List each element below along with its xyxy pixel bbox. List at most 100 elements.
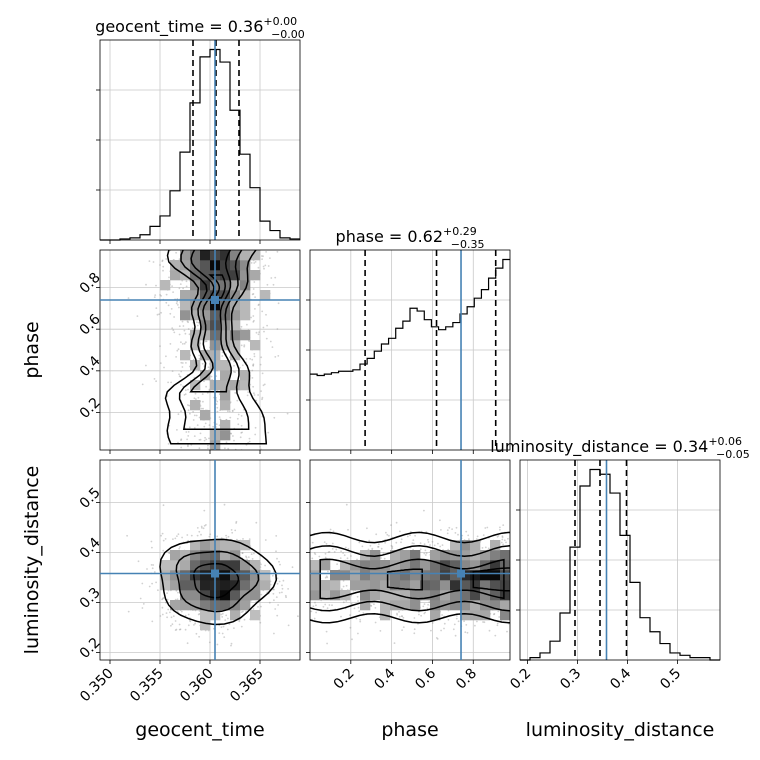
- sample-point: [284, 594, 287, 597]
- sample-point: [202, 527, 205, 530]
- sample-point: [419, 548, 422, 551]
- sample-point: [180, 439, 182, 442]
- sample-point: [498, 616, 501, 618]
- density-cell: [190, 550, 201, 561]
- sample-point: [429, 544, 431, 546]
- sample-point: [361, 545, 364, 548]
- density-cell: [450, 600, 461, 611]
- sample-point: [287, 588, 289, 590]
- sample-point: [126, 534, 128, 537]
- sample-point: [179, 628, 182, 631]
- sample-point: [180, 446, 183, 449]
- density-cell: [460, 570, 471, 581]
- sample-point: [165, 293, 168, 296]
- density-cell: [330, 580, 341, 591]
- sample-point: [179, 283, 182, 285]
- density-cell: [310, 590, 321, 601]
- sample-point: [369, 544, 372, 547]
- sample-point: [228, 410, 231, 413]
- density-cell: [170, 570, 181, 581]
- sample-point: [198, 635, 201, 638]
- sample-point: [382, 552, 385, 555]
- sample-point: [200, 525, 203, 528]
- density-cell: [220, 300, 231, 311]
- sample-point: [413, 542, 415, 545]
- sample-point: [454, 634, 457, 637]
- sample-point: [482, 621, 484, 623]
- sample-point: [377, 546, 379, 548]
- sample-point: [167, 551, 170, 554]
- density-cell: [190, 600, 201, 611]
- sample-point: [380, 557, 382, 559]
- sample-point: [175, 251, 178, 254]
- sample-point: [341, 588, 343, 591]
- sample-point: [197, 613, 200, 616]
- sample-point: [192, 327, 194, 330]
- sample-point: [176, 429, 178, 431]
- sample-point: [331, 542, 334, 545]
- sample-point: [276, 577, 279, 580]
- sample-point: [400, 538, 403, 541]
- density-cell: [390, 590, 401, 601]
- sample-point: [187, 328, 190, 330]
- density-cell: [220, 400, 231, 411]
- sample-point: [374, 621, 377, 624]
- density-cell: [240, 300, 251, 311]
- sample-point: [168, 276, 170, 279]
- density-cell: [400, 580, 411, 591]
- sample-point: [240, 424, 243, 427]
- density-cell: [360, 560, 371, 571]
- sample-point: [412, 539, 415, 541]
- sample-point: [159, 345, 161, 347]
- sample-point: [424, 554, 427, 556]
- sample-point: [198, 610, 201, 612]
- x-tick-label: 0.360: [177, 666, 217, 706]
- density-cell: [200, 620, 211, 631]
- sample-point: [248, 340, 251, 343]
- density-cell: [220, 330, 231, 341]
- density-cell: [220, 250, 231, 261]
- sample-point: [409, 534, 411, 537]
- sample-point: [264, 564, 266, 567]
- density-cell: [480, 610, 491, 621]
- sample-point: [241, 431, 244, 434]
- sample-point: [167, 608, 170, 611]
- density-cell: [220, 390, 231, 401]
- sample-point: [340, 615, 342, 618]
- sample-point: [413, 632, 416, 635]
- sample-point: [263, 267, 265, 270]
- sample-point: [276, 250, 279, 253]
- sample-point: [255, 331, 258, 334]
- density-cell: [310, 580, 321, 591]
- sample-point: [484, 546, 487, 549]
- sample-point: [232, 435, 234, 437]
- density-cell: [230, 280, 241, 291]
- title-main: luminosity_distance = 0.34: [490, 437, 708, 457]
- sample-point: [165, 258, 168, 260]
- sample-point: [383, 557, 386, 560]
- sample-point: [153, 378, 156, 380]
- sample-point: [153, 296, 156, 298]
- sample-point: [245, 556, 248, 559]
- sample-point: [313, 552, 316, 554]
- density-cell: [400, 600, 411, 611]
- density-cell: [220, 600, 231, 611]
- sample-point: [276, 557, 278, 560]
- sample-point: [180, 383, 182, 386]
- sample-point: [184, 393, 187, 395]
- density-cell: [220, 580, 231, 591]
- density-cell: [470, 580, 481, 591]
- sample-point: [254, 308, 256, 310]
- x-tick-label: 0.2: [507, 666, 534, 693]
- density-cell: [350, 570, 361, 581]
- sample-point: [351, 638, 353, 641]
- sample-point: [186, 320, 189, 323]
- sample-point: [216, 406, 219, 409]
- sample-point: [261, 258, 263, 260]
- sample-point: [314, 553, 317, 555]
- density-cell: [440, 570, 451, 581]
- sample-point: [185, 285, 188, 288]
- sample-point: [456, 615, 458, 617]
- sample-point: [260, 356, 263, 359]
- sample-point: [455, 617, 458, 620]
